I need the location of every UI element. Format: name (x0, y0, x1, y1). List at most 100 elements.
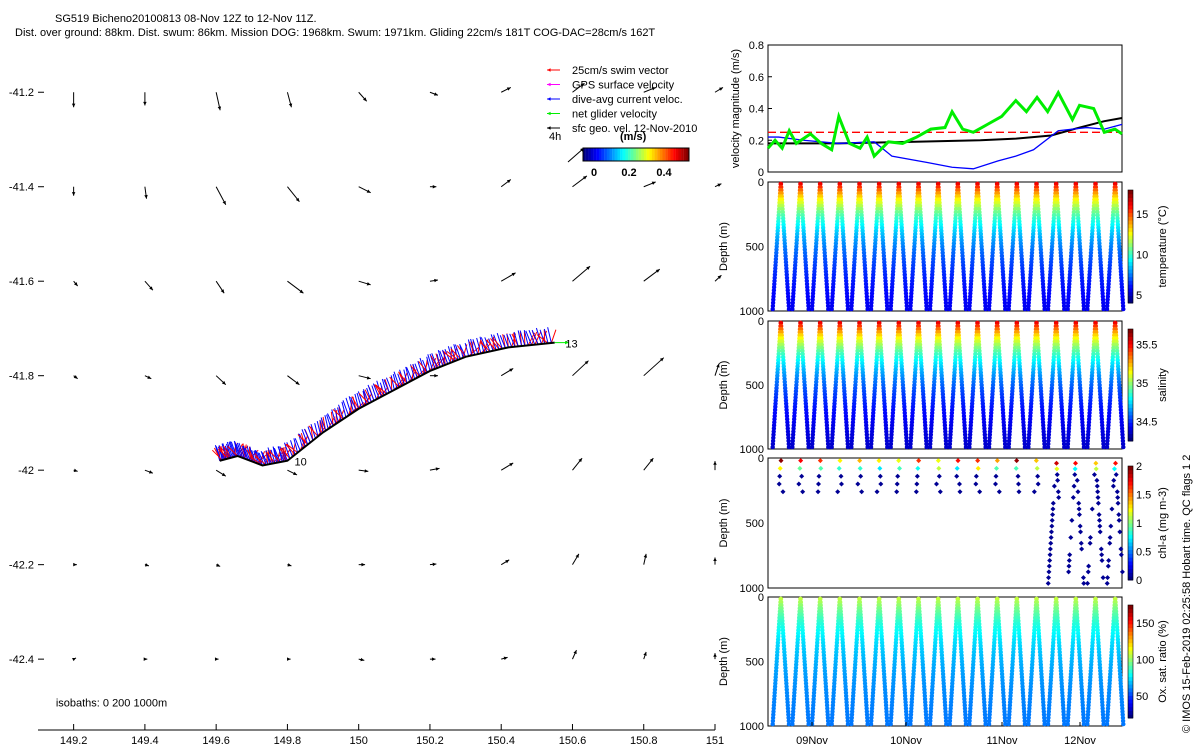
colorbar-swatch (1128, 262, 1133, 266)
colorbar-swatch (1128, 550, 1133, 554)
colorbar-swatch (1128, 411, 1133, 415)
colorbar-swatch (1128, 355, 1133, 359)
profile-point (869, 722, 873, 726)
colorbar-swatch (1128, 220, 1133, 224)
profile-point (967, 307, 971, 311)
profile-point (849, 722, 853, 726)
profile-point (790, 307, 794, 311)
colorbar-swatch (1128, 546, 1133, 550)
profile-point (1121, 307, 1125, 311)
colorbar-swatch (1128, 351, 1133, 355)
profile-point (829, 307, 833, 311)
colorbar-tick-label: 1.5 (1136, 490, 1151, 502)
colorbar-swatch (1128, 404, 1133, 408)
colorbar-swatch (1128, 284, 1133, 288)
colorbar-tick-label: 34.5 (1136, 417, 1157, 429)
colorbar-swatch (1128, 213, 1133, 217)
colorbar-swatch (1128, 385, 1133, 389)
x-tick-label: 150.8 (630, 735, 658, 747)
figure-header: SG519 Bicheno20100813 08-Nov 12Z to 12-N… (15, 13, 655, 39)
x-tick-label: 149.2 (60, 735, 88, 747)
legend-colorbar-swatch (639, 148, 642, 161)
profile-point (770, 445, 774, 449)
colorbar-swatch (1128, 466, 1133, 470)
colorbar-tick-label: 15 (1136, 209, 1148, 221)
colorbar-swatch (1128, 500, 1133, 504)
sfc-vector-head (433, 185, 437, 188)
colorbar-swatch (1128, 378, 1133, 382)
depth-tick-label: 500 (746, 518, 764, 530)
colorbar-swatch (1128, 508, 1133, 512)
colorbar-swatch (1128, 363, 1133, 367)
map-annotation: 10 (295, 456, 307, 468)
depth-tick-label: 0 (758, 453, 764, 465)
legend-colorbar-swatch (623, 148, 626, 161)
colorbar-swatch (1128, 201, 1133, 205)
colorbar-swatch (1128, 542, 1133, 546)
profile-point (967, 722, 971, 726)
x-tick-label: 150 (350, 735, 368, 747)
colorbar-swatch (1128, 231, 1133, 235)
legend-colorbar-label: 4h (549, 131, 561, 143)
colorbar-swatch (1128, 534, 1133, 538)
colorbar-swatch (1128, 228, 1133, 232)
legend-colorbar-swatch (604, 148, 607, 161)
legend-colorbar-swatch (665, 148, 668, 161)
colorbar-swatch (1128, 553, 1133, 557)
sfc-vector-head (434, 374, 438, 377)
colorbar-swatch (1128, 381, 1133, 385)
colorbar-swatch (1128, 209, 1133, 213)
legend-label: 25cm/s swim vector (572, 65, 669, 77)
colorbar-swatch (1128, 531, 1133, 535)
legend-colorbar-tick: 0.4 (656, 167, 672, 179)
profile-point (1026, 445, 1030, 449)
profile-point (810, 445, 814, 449)
colorbar-swatch (1128, 344, 1133, 348)
colorbar-tick-label: 35 (1136, 378, 1148, 390)
colorbar-swatch (1128, 348, 1133, 352)
legend-colorbar-swatch (668, 148, 671, 161)
y-tick-label: -42.4 (9, 654, 34, 666)
legend-arrow-head (547, 68, 551, 71)
colorbar-tick-label: 35.5 (1136, 339, 1157, 351)
colorbar-swatch (1128, 538, 1133, 542)
profile-point (1026, 307, 1030, 311)
colorbar-swatch (1128, 277, 1133, 281)
colorbar-swatch (1128, 515, 1133, 519)
profile-point (1006, 307, 1010, 311)
x-tick-label: 149.8 (274, 735, 302, 747)
sfc-vector-head (713, 461, 716, 465)
legend-colorbar-tick: 0 (591, 167, 597, 179)
colorbar-tick-label: 5 (1136, 290, 1142, 302)
figure-title: SG519 Bicheno20100813 08-Nov 12Z to 12-N… (55, 13, 317, 25)
colorbar-swatch (1128, 243, 1133, 247)
colorbar-swatch (1128, 288, 1133, 292)
legend-colorbar-swatch (588, 148, 591, 161)
profile-point (1026, 722, 1030, 726)
profile-point (947, 722, 951, 726)
colorbar-swatch (1128, 569, 1133, 573)
legend-colorbar-swatch (652, 148, 655, 161)
y-tick-label: -41.2 (9, 87, 34, 99)
colorbar-swatch (1128, 374, 1133, 378)
profile-point (869, 445, 873, 449)
depth-ylabel: Depth (m) (718, 361, 730, 410)
colorbar-swatch (1128, 561, 1133, 565)
legend-arrow-head (547, 97, 551, 100)
colorbar-swatch (1128, 250, 1133, 254)
legend-colorbar-swatch (615, 148, 618, 161)
velocity-y-tick-label: 0.4 (749, 104, 764, 116)
sfc-vector-head (644, 554, 647, 558)
x-tick-label: 151 (706, 735, 724, 747)
legend-colorbar-swatch (657, 148, 660, 161)
sfc-vector (644, 358, 664, 376)
depth-ylabel: Depth (m) (718, 499, 730, 548)
colorbar-swatch (1128, 477, 1133, 481)
sfc-vector-head (144, 657, 148, 660)
profile-point (790, 445, 794, 449)
sfc-vector-head (713, 557, 716, 561)
profile-point (770, 307, 774, 311)
legend-colorbar-swatch (644, 148, 647, 161)
